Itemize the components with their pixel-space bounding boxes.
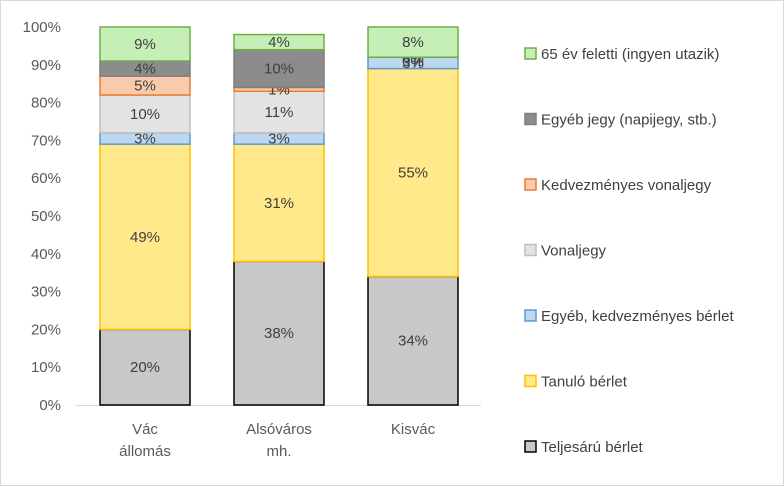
x-category-label: állomás (119, 443, 171, 460)
x-category-label: mh. (266, 443, 291, 460)
data-label: 34% (398, 333, 428, 350)
data-label: 20% (130, 359, 160, 376)
data-label: 3% (134, 131, 156, 148)
x-category-label: Kisvác (391, 421, 436, 438)
y-tick-label: 40% (31, 246, 61, 263)
y-tick-label: 60% (31, 170, 61, 187)
bar-segment (233, 143, 325, 263)
legend-swatch (524, 309, 537, 322)
y-tick-label: 20% (31, 321, 61, 338)
bar-segment (367, 275, 459, 406)
legend-label: Kedvezményes vonaljegy (541, 177, 712, 194)
bar-segment (99, 143, 191, 331)
data-label: 8% (402, 34, 424, 51)
bar-segment (233, 33, 325, 51)
data-label: 55% (398, 165, 428, 182)
legend-label: Egyéb jegy (napijegy, stb.) (541, 112, 717, 129)
y-tick-label: 10% (31, 359, 61, 376)
data-label: 10% (264, 61, 294, 78)
bar-segment (99, 94, 191, 134)
x-category-label: Alsóváros (246, 421, 312, 438)
y-tick-label: 30% (31, 284, 61, 301)
legend-label: Vonaljegy (541, 243, 607, 260)
data-label: 3% (268, 131, 290, 148)
bar-segment (233, 90, 325, 134)
legend-swatch (524, 374, 537, 388)
legend-label: 65 év feletti (ingyen utazik) (541, 46, 719, 63)
data-label: 3% (402, 55, 424, 72)
bar-segment (367, 67, 459, 278)
legend-swatch (524, 178, 537, 191)
y-tick-label: 50% (31, 208, 61, 225)
legend-swatch (524, 112, 537, 126)
y-tick-label: 0% (39, 397, 61, 414)
bar-segment (233, 260, 325, 406)
data-label: 9% (134, 36, 156, 53)
y-tick-label: 70% (31, 132, 61, 149)
data-label: 11% (265, 104, 294, 121)
legend-swatch (524, 440, 537, 453)
y-tick-label: 90% (31, 57, 61, 74)
legend-label: Tanuló bérlet (541, 374, 628, 391)
legend-label: Egyéb, kedvezményes bérlet (541, 308, 734, 325)
bar-segment (99, 328, 191, 406)
data-label: 38% (264, 325, 294, 342)
data-label: 49% (130, 229, 160, 246)
x-category-label: Vác (132, 421, 158, 438)
bar-segment (233, 48, 325, 89)
data-label: 10% (130, 106, 160, 123)
legend-swatch (524, 47, 537, 60)
legend-swatch (524, 243, 537, 257)
data-label: 4% (268, 34, 290, 51)
data-label: 5% (134, 78, 156, 95)
data-label: 31% (264, 195, 294, 212)
bar-segment (99, 26, 191, 62)
y-tick-label: 80% (31, 95, 61, 112)
y-tick-label: 100% (23, 19, 61, 36)
bar-segment (367, 26, 459, 58)
legend-label: Teljesárú bérlet (541, 439, 644, 456)
data-label: 4% (134, 61, 156, 78)
